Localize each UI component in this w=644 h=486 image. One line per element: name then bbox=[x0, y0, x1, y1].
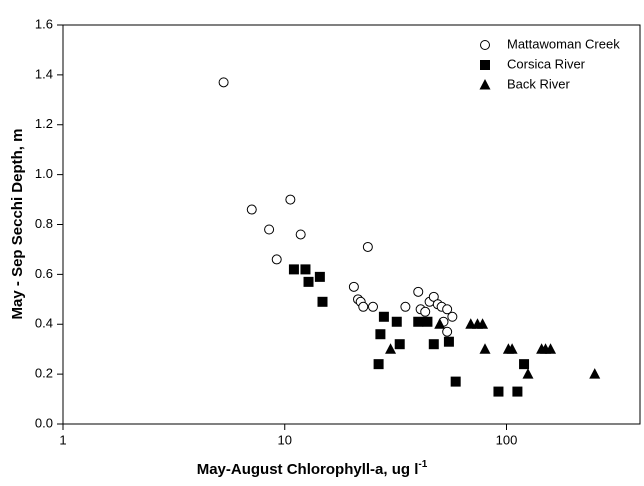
x-tick-label: 10 bbox=[278, 432, 292, 447]
point bbox=[288, 264, 299, 275]
x-tick-label: 100 bbox=[496, 432, 518, 447]
y-axis-label: May - Sep Secchi Depth, m bbox=[9, 129, 26, 320]
point bbox=[447, 311, 458, 322]
point bbox=[378, 311, 389, 322]
point bbox=[434, 318, 446, 329]
point bbox=[285, 194, 296, 205]
point bbox=[375, 329, 386, 340]
point bbox=[413, 316, 424, 327]
legend-marker bbox=[480, 60, 490, 70]
point bbox=[300, 264, 311, 275]
point bbox=[512, 386, 523, 397]
x-axis-label-superscript: -1 bbox=[418, 459, 427, 470]
legend-label: Back River bbox=[507, 76, 571, 91]
y-tick-label: 1.2 bbox=[35, 116, 53, 131]
point bbox=[314, 271, 325, 282]
point bbox=[422, 316, 433, 327]
point bbox=[400, 301, 411, 312]
point bbox=[493, 386, 504, 397]
point bbox=[373, 359, 384, 370]
point bbox=[358, 301, 369, 312]
point bbox=[264, 224, 275, 235]
point bbox=[303, 276, 314, 287]
point bbox=[522, 368, 534, 379]
point bbox=[589, 368, 601, 379]
point bbox=[519, 359, 530, 370]
point bbox=[385, 343, 397, 354]
x-axis-label-text: May-August Chlorophyll-a, ug l bbox=[197, 461, 419, 478]
x-axis-label: May-August Chlorophyll-a, ug l-1 bbox=[197, 459, 428, 478]
legend-marker bbox=[480, 40, 490, 50]
point bbox=[362, 241, 373, 252]
point bbox=[442, 304, 453, 315]
y-tick-label: 1.4 bbox=[35, 66, 53, 81]
point bbox=[394, 339, 405, 350]
point bbox=[367, 301, 378, 312]
point bbox=[317, 296, 328, 307]
point bbox=[506, 343, 518, 354]
x-tick-label: 1 bbox=[59, 432, 66, 447]
point bbox=[271, 254, 282, 265]
point bbox=[442, 326, 453, 337]
point bbox=[477, 318, 489, 329]
point bbox=[428, 339, 439, 350]
point bbox=[413, 286, 424, 297]
y-tick-label: 0.8 bbox=[35, 216, 53, 231]
point bbox=[218, 77, 229, 88]
y-tick-label: 0.2 bbox=[35, 366, 53, 381]
point bbox=[295, 229, 306, 240]
y-tick-label: 1.0 bbox=[35, 166, 53, 181]
point bbox=[420, 306, 431, 317]
y-tick-label: 0.6 bbox=[35, 266, 53, 281]
point bbox=[391, 316, 402, 327]
y-tick-label: 0.0 bbox=[35, 415, 53, 430]
point bbox=[479, 343, 491, 354]
point bbox=[545, 343, 557, 354]
legend-marker bbox=[479, 79, 491, 90]
legend-label: Mattawoman Creek bbox=[507, 36, 620, 51]
point bbox=[450, 376, 461, 387]
point bbox=[443, 336, 454, 347]
y-tick-label: 0.4 bbox=[35, 316, 53, 331]
legend-label: Corsica River bbox=[507, 56, 586, 71]
point bbox=[246, 204, 257, 215]
y-tick-label: 1.6 bbox=[35, 16, 53, 31]
point bbox=[348, 281, 359, 292]
